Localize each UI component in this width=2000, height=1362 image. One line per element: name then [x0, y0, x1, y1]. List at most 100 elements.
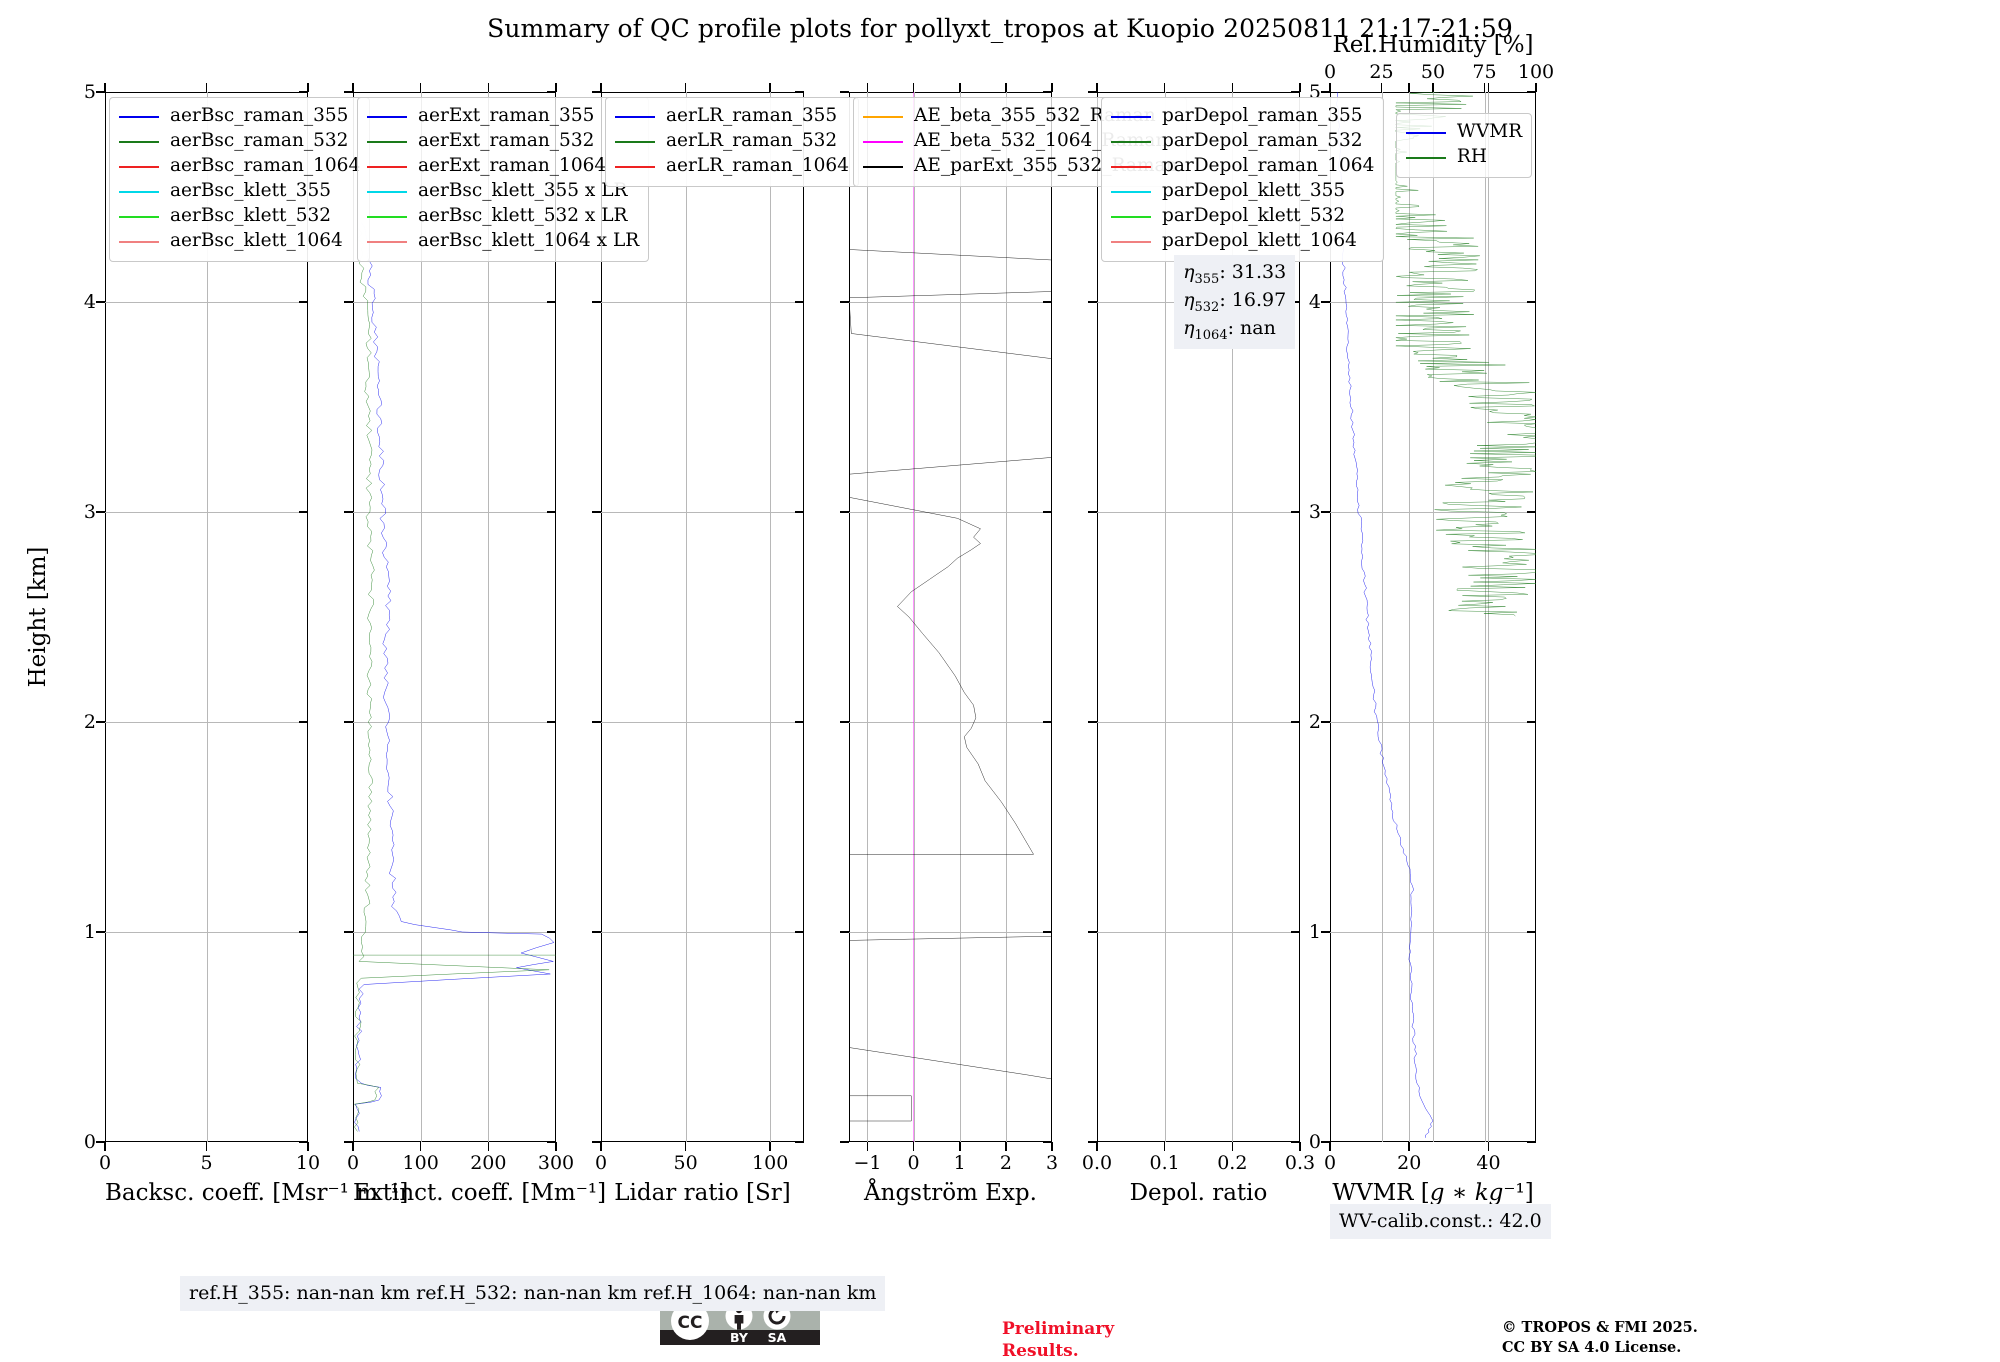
legend-color-swatch: [119, 140, 159, 143]
legend-item[interactable]: parDepol_klett_532: [1111, 204, 1374, 229]
y-tick-mark: [795, 721, 804, 723]
y-tick-mark: [840, 931, 849, 933]
y-tick-mark: [840, 721, 849, 723]
legend-color-swatch: [1111, 215, 1151, 218]
legend-label: RH: [1456, 146, 1487, 168]
x-tick-mark-top: [600, 83, 602, 92]
x-tick-mark: [958, 1142, 961, 1151]
legend-item[interactable]: aerExt_raman_532: [367, 129, 639, 154]
legend-item[interactable]: aerExt_raman_1064: [367, 154, 639, 179]
y-axis-label: Height [km]: [25, 546, 51, 688]
y-tick-label: 2: [83, 711, 96, 733]
legend-item[interactable]: aerBsc_raman_1064: [119, 154, 360, 179]
x-tick-label: 0.1: [1149, 1152, 1180, 1174]
legend-item[interactable]: aerLR_raman_355: [615, 104, 849, 129]
y-tick-mark: [1291, 91, 1300, 93]
legend-color-swatch: [863, 115, 903, 118]
gridline-horizontal: [601, 722, 804, 723]
x-tick-label: 20: [1397, 1152, 1422, 1174]
y-tick-mark: [299, 301, 308, 303]
legend-item[interactable]: AE_beta_355_532_Raman: [863, 104, 1177, 129]
y-tick-mark: [1291, 301, 1300, 303]
legend-color-swatch: [119, 190, 159, 193]
x-tick-mark-top: [555, 83, 557, 92]
panel-depolarization: 0.0 0.1 0.2 0.3 Depol. ratio parDepol_raman_3…: [1082, 83, 1385, 1206]
legend-item[interactable]: RH: [1405, 145, 1522, 170]
legend-item[interactable]: aerBsc_klett_355 x LR: [367, 179, 639, 204]
legend-label: parDepol_raman_532: [1162, 130, 1363, 152]
gridline-horizontal: [1097, 722, 1300, 723]
x-tick-mark: [769, 1142, 771, 1151]
legend-item[interactable]: aerBsc_klett_532 x LR: [367, 204, 639, 229]
legend-label: aerBsc_klett_1064 x LR: [418, 230, 640, 252]
legend-item[interactable]: parDepol_raman_355: [1111, 104, 1374, 129]
legend-label: aerBsc_klett_355 x LR: [418, 180, 628, 202]
legend-item[interactable]: aerLR_raman_532: [615, 129, 849, 154]
y-tick-mark: [547, 91, 556, 93]
legend-color-swatch: [1405, 131, 1446, 134]
legend-color-swatch: [615, 165, 655, 168]
legend-item[interactable]: parDepol_raman_532: [1111, 129, 1374, 154]
legend-item[interactable]: aerLR_raman_1064: [615, 154, 849, 179]
y-tick-mark: [1527, 1141, 1536, 1143]
legend-backscatter: aerBsc_raman_355 aerBsc_raman_532 aerBsc_r…: [109, 97, 371, 262]
y-tick-mark: [1088, 511, 1097, 513]
y-tick-mark: [1321, 721, 1330, 723]
gridline-vertical-top: [1433, 92, 1434, 1142]
gridline-horizontal: [849, 932, 1052, 933]
legend-item[interactable]: aerBsc_klett_1064: [119, 229, 360, 254]
series-line: [354, 229, 549, 1132]
x-tick-mark: [866, 1142, 869, 1151]
x-tick-label: 0: [907, 1152, 920, 1174]
x-tick-mark-top: [912, 83, 915, 92]
legend-item[interactable]: aerBsc_klett_1064 x LR: [367, 229, 639, 254]
y-tick-mark: [96, 931, 105, 933]
x-tick-mark: [1487, 1142, 1490, 1151]
gridline-horizontal: [353, 512, 556, 513]
y-tick-mark: [840, 511, 849, 513]
legend-item[interactable]: aerBsc_klett_355: [119, 179, 360, 204]
legend-item[interactable]: aerBsc_raman_532: [119, 129, 360, 154]
x-tick-mark: [684, 1142, 687, 1151]
legend-label: aerLR_raman_355: [666, 105, 838, 127]
x-tick-mark-top: [307, 83, 309, 92]
legend-item[interactable]: parDepol_klett_1064: [1111, 229, 1374, 254]
gridline-horizontal: [601, 302, 804, 303]
x-tick-mark: [1163, 1142, 1166, 1151]
y-tick-mark: [299, 931, 308, 933]
x-tick-mark: [555, 1142, 557, 1151]
legend-item[interactable]: aerBsc_raman_355: [119, 104, 360, 129]
x-tick-mark-top: [1231, 83, 1234, 92]
gridline-vertical: [1005, 92, 1007, 1142]
y-tick-mark: [1527, 91, 1536, 93]
y-tick-mark: [795, 301, 804, 303]
y-tick-mark: [1291, 511, 1300, 513]
wv-calib-annotation: WV-calib.const.: 42.0: [1330, 1204, 1551, 1240]
legend-label: parDepol_raman_1064: [1162, 155, 1375, 177]
legend-item[interactable]: parDepol_raman_1064: [1111, 154, 1374, 179]
x-tick-mark-top: [1408, 83, 1411, 92]
x-tick-mark-top: [1487, 83, 1490, 92]
y-tick-mark: [1043, 91, 1052, 93]
plot-frame: [1097, 92, 1300, 1142]
legend-lidar-ratio: aerLR_raman_355 aerLR_raman_532 aerLR_rama…: [605, 97, 859, 187]
legend-item[interactable]: aerBsc_klett_532: [119, 204, 360, 229]
y-tick-mark: [592, 91, 601, 93]
gridline-horizontal: [353, 932, 556, 933]
y-tick-mark: [1043, 721, 1052, 723]
legend-item[interactable]: WVMR: [1405, 120, 1522, 145]
y-tick-mark: [547, 511, 556, 513]
legend-item[interactable]: aerExt_raman_355: [367, 104, 639, 129]
x-tick-mark-top: [1051, 83, 1053, 92]
top-tick-label: 0: [1323, 61, 1337, 83]
x-tick-mark: [600, 1142, 602, 1151]
x-tick-mark-top: [958, 83, 961, 92]
x-tick-label: 1: [953, 1152, 966, 1174]
legend-item[interactable]: parDepol_klett_355: [1111, 179, 1374, 204]
y-tick-mark: [344, 91, 353, 93]
y-tick-mark: [592, 931, 601, 933]
top-axis-label: Rel.Humidity [%]: [1332, 32, 1534, 58]
x-tick-mark: [1408, 1142, 1411, 1151]
legend-color-swatch: [119, 115, 159, 118]
gridline-vertical: [206, 92, 208, 1142]
